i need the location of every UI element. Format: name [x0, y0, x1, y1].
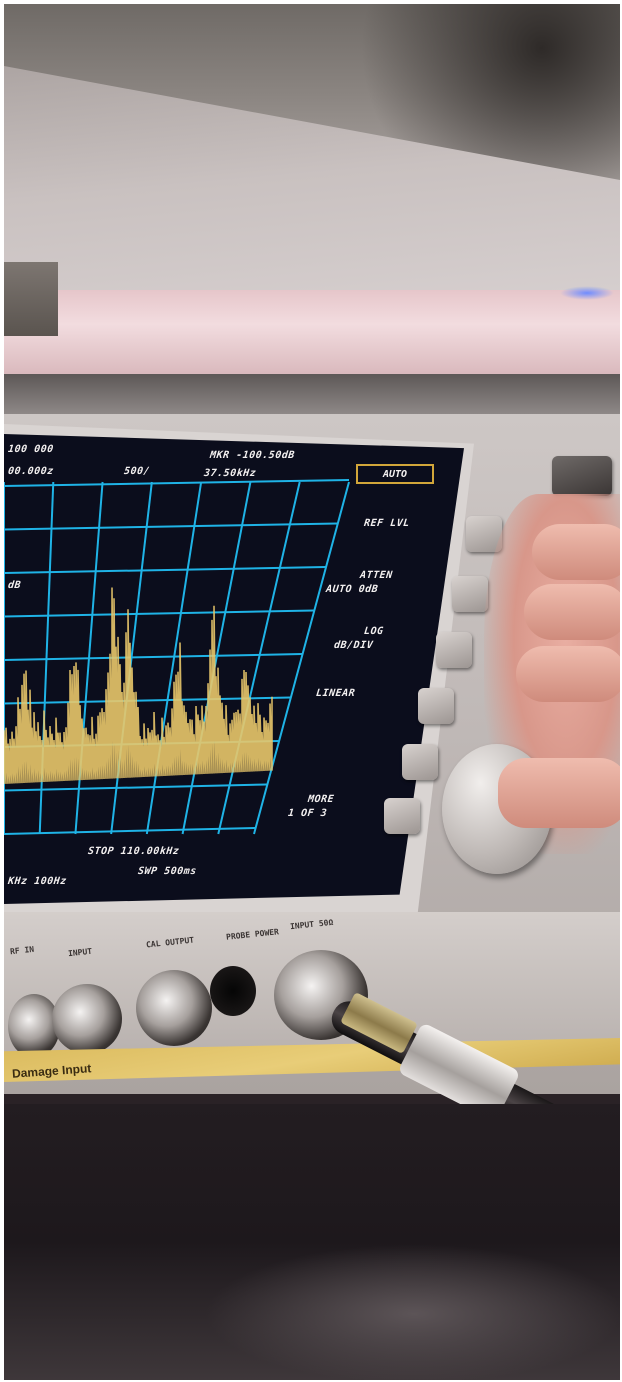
front-strip — [4, 374, 620, 414]
screen-text-marker: MKR -100.50dB — [209, 450, 296, 461]
screen-text-left: dB — [7, 580, 22, 591]
screen-text-bottom-left: KHz 100Hz — [7, 876, 68, 887]
softkey-4-button[interactable] — [418, 688, 454, 724]
softkey-label-log-value: dB/DIV — [333, 640, 374, 651]
grid-line — [4, 522, 338, 531]
grid-line — [253, 481, 350, 835]
grid-line — [4, 609, 314, 618]
softkey-2-button[interactable] — [452, 576, 488, 612]
softkey-label-atten-value: AUTO 0dB — [325, 584, 379, 595]
auto-indicator: AUTO — [356, 464, 434, 484]
screen-text-marker-freq: 37.50kHz — [203, 468, 257, 479]
softkey-label-atten: ATTEN — [359, 570, 394, 581]
screen-text-top-left: 100 000 — [7, 444, 55, 455]
grid-line — [181, 481, 252, 835]
softkey-label-log: LOG — [363, 626, 385, 637]
instrument-photo: 100 000 00.000z 500/ MKR -100.50dB 37.50… — [4, 4, 620, 1380]
softkey-3-button[interactable] — [436, 632, 472, 668]
softkey-label-more-value: 1 OF 3 — [287, 808, 328, 819]
spectrum-display — [4, 479, 350, 835]
screen-text-div: 500/ — [123, 466, 151, 477]
hard-key-button[interactable] — [552, 456, 612, 496]
bnc-connector[interactable] — [136, 970, 212, 1046]
lid-bracket — [4, 262, 58, 336]
table-reflection — [204, 1244, 620, 1380]
grid-line — [217, 481, 301, 835]
screen-text-top-left-2: 00.000z — [7, 466, 55, 477]
grid-line — [4, 566, 326, 574]
bnc-connector[interactable] — [52, 984, 122, 1054]
blue-led — [560, 286, 614, 300]
finger — [498, 758, 620, 828]
softkey-6-button[interactable] — [384, 798, 420, 834]
softkey-label-more: MORE — [307, 794, 335, 805]
grid-line — [4, 653, 303, 661]
spectrum-trace — [4, 587, 273, 784]
finger — [524, 584, 620, 640]
screen-text-stop: STOP 110.00kHz — [87, 846, 180, 857]
grid-line — [4, 827, 256, 835]
grid-line — [4, 479, 350, 487]
probe-power-socket — [210, 966, 256, 1016]
finger — [532, 524, 620, 580]
screen-text-sweep: SWP 500ms — [137, 866, 198, 877]
softkey-label-linear: LINEAR — [315, 688, 356, 699]
softkey-label-ref-lvl: REF LVL — [363, 518, 411, 529]
grid-line — [4, 783, 267, 792]
lid-edge — [4, 290, 620, 376]
softkey-5-button[interactable] — [402, 744, 438, 780]
bnc-connector[interactable] — [8, 994, 60, 1058]
finger — [516, 646, 620, 702]
